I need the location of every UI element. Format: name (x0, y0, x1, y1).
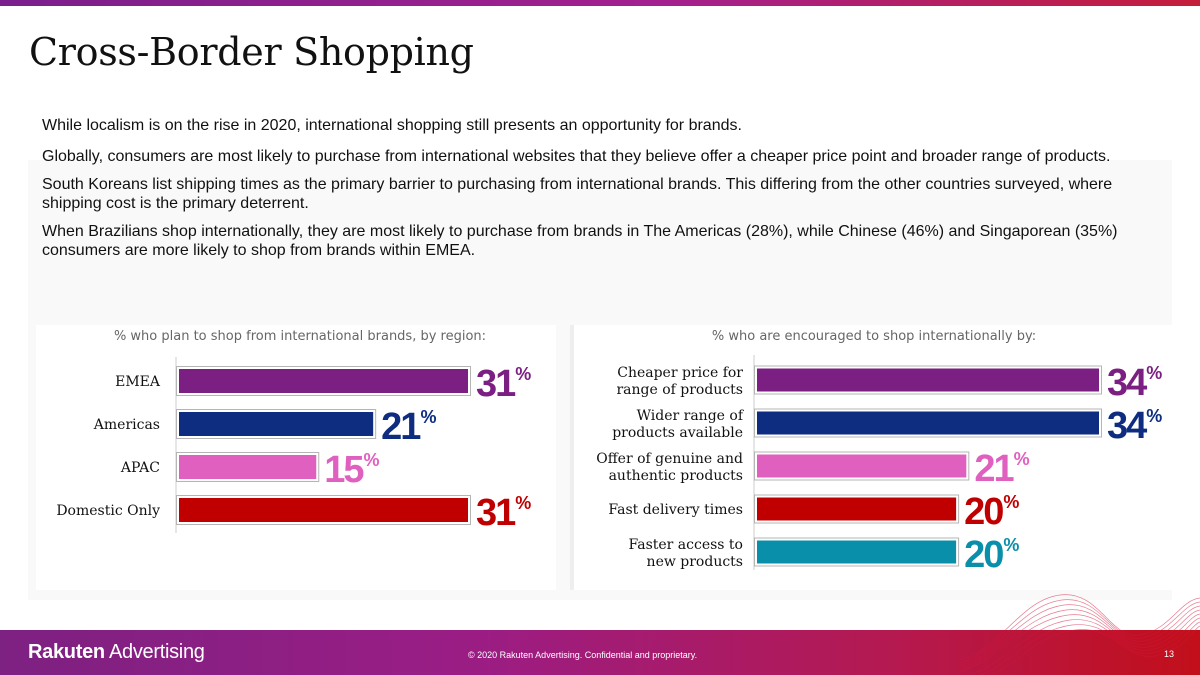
bar (757, 454, 967, 478)
chart-region-panel: % who plan to shop from international br… (36, 325, 556, 590)
top-accent-strip (0, 0, 1200, 6)
chart-region: % who plan to shop from international br… (56, 329, 531, 534)
category-label: Domestic Only (56, 503, 160, 519)
data-label: 34% (1107, 362, 1162, 404)
bar (179, 455, 317, 479)
chart-encouraged-panel: % who are encouraged to shop internation… (570, 325, 1175, 590)
bar (757, 540, 957, 564)
data-label: 21% (974, 448, 1029, 490)
bar (757, 497, 957, 521)
category-label: Faster access to new products (628, 537, 743, 570)
bar (757, 368, 1099, 392)
data-label: 34% (1107, 405, 1162, 447)
chart-title: % who plan to shop from international br… (114, 329, 486, 344)
data-label: 20% (964, 534, 1019, 576)
bar (757, 411, 1099, 435)
category-label: Fast delivery times (608, 502, 743, 518)
data-label: 31% (476, 363, 531, 405)
category-label: Cheaper price for range of products (616, 365, 743, 398)
bar (179, 498, 468, 522)
data-label: 20% (964, 491, 1019, 533)
category-label: EMEA (115, 374, 161, 390)
decorative-wave-graphic (960, 594, 1200, 675)
bar (179, 369, 468, 393)
bar (179, 412, 374, 436)
paragraph-brazil: When Brazilians shop internationally, th… (42, 223, 1118, 259)
footer-bar (0, 630, 1200, 675)
category-label: APAC (120, 460, 160, 476)
body-text: While localism is on the rise in 2020, i… (42, 116, 1152, 272)
rakuten-advertising-logo: Rakuten Advertising (28, 641, 205, 663)
data-label: 15% (324, 449, 379, 491)
category-label: Wider range of products available (612, 408, 745, 441)
page-title: Cross-Border Shopping (29, 30, 474, 74)
paragraph-global: Globally, consumers are most likely to p… (42, 148, 1111, 165)
data-label: 21% (381, 406, 436, 448)
chart-title: % who are encouraged to shop internation… (712, 329, 1036, 344)
paragraph-localism: While localism is on the rise in 2020, i… (42, 117, 742, 134)
data-label: 31% (476, 492, 531, 534)
category-label: Americas (93, 417, 160, 433)
page-number: 13 (1164, 649, 1175, 659)
chart-encouraged: % who are encouraged to shop internation… (596, 329, 1162, 576)
category-label: Offer of genuine and authentic products (596, 451, 743, 484)
copyright-text: © 2020 Rakuten Advertising. Confidential… (468, 650, 698, 660)
paragraph-south-korea: South Koreans list shipping times as the… (42, 176, 1113, 212)
